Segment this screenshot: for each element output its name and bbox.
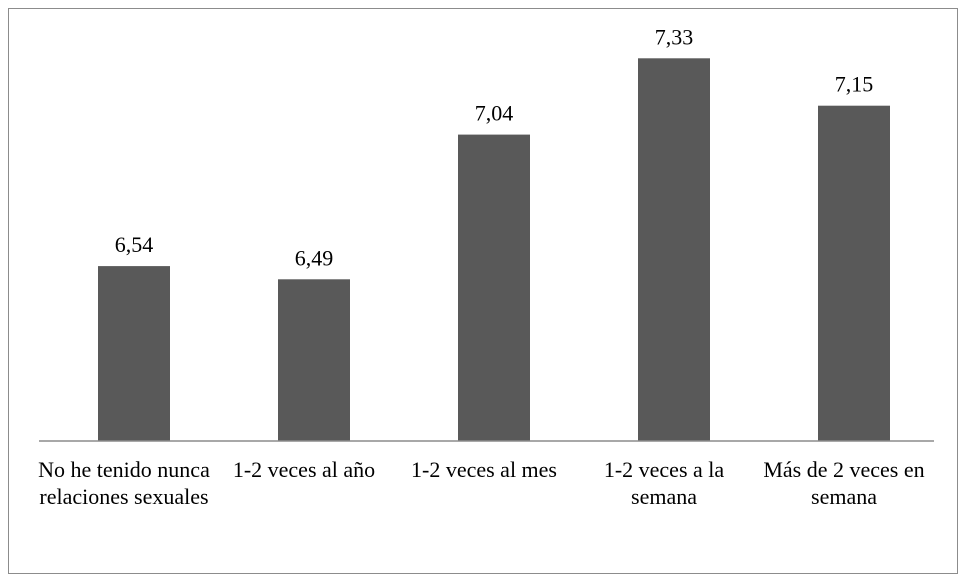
- bars-layer: [98, 58, 890, 442]
- chart-frame: 6,54 6,49 7,04 7,33 7,15 No he tenido nunca …: [8, 8, 958, 574]
- data-label-1: 6,54: [115, 232, 154, 257]
- category-label-4: 1-2 veces a la semana: [603, 457, 725, 509]
- category-label-3: 1-2 veces al mes: [411, 457, 557, 482]
- bar-4: [638, 58, 710, 442]
- category-label-5: Más de 2 veces en semana: [763, 457, 925, 509]
- data-label-4: 7,33: [655, 24, 694, 49]
- bar-2: [278, 279, 350, 441]
- data-labels-layer: 6,54 6,49 7,04 7,33 7,15: [115, 24, 874, 270]
- bar-5: [818, 105, 890, 441]
- bar-1: [98, 266, 170, 441]
- bar-3: [458, 134, 530, 441]
- data-label-5: 7,15: [835, 72, 874, 97]
- bar-chart: 6,54 6,49 7,04 7,33 7,15: [39, 24, 934, 442]
- data-label-3: 7,04: [475, 101, 514, 126]
- data-label-2: 6,49: [295, 245, 334, 270]
- category-label-1: No he tenido nunca relaciones sexuales: [38, 457, 210, 509]
- category-label-2: 1-2 veces al año: [232, 457, 376, 482]
